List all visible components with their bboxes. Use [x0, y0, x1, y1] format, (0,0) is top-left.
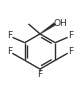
Text: OH: OH [53, 19, 67, 28]
Polygon shape [40, 23, 56, 34]
Text: F: F [68, 31, 73, 40]
Text: F: F [7, 31, 12, 40]
Text: F: F [68, 47, 73, 56]
Text: F: F [37, 70, 43, 79]
Text: F: F [7, 47, 12, 56]
